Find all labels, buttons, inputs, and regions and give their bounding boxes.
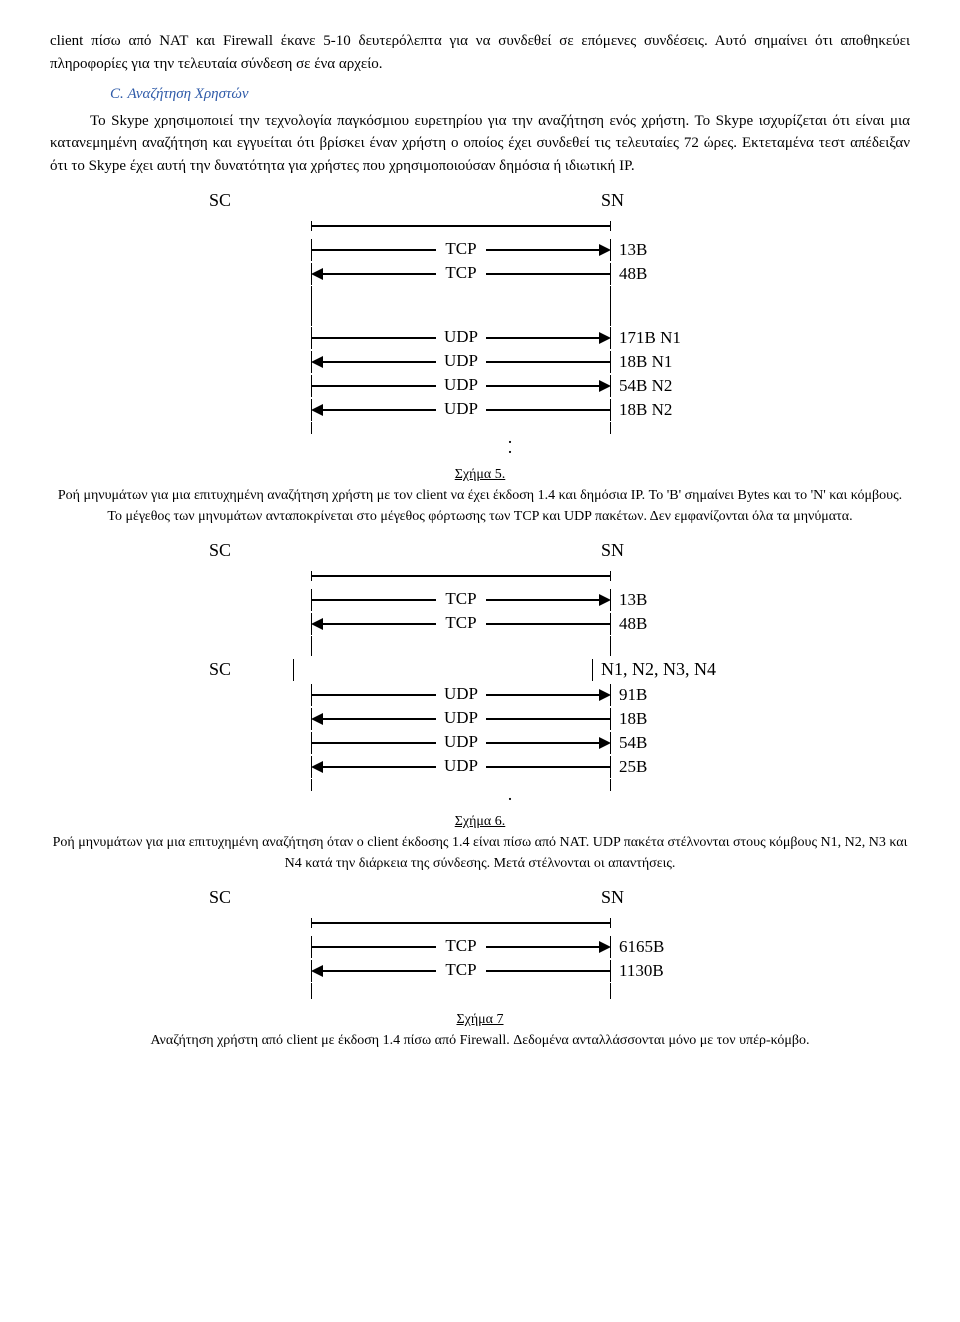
- message-bytes: 13B: [611, 237, 729, 263]
- message-bytes: 48B: [611, 261, 729, 287]
- message-row: UDP 18B: [50, 707, 910, 731]
- fig6-gap2: [293, 659, 593, 681]
- message-row: UDP 25B: [50, 755, 910, 779]
- fig6-dot: .: [50, 791, 910, 801]
- message-row: TCP 6165B: [50, 935, 910, 959]
- fig5-dots: .: [50, 444, 910, 454]
- message-row: UDP 54B N2: [50, 374, 910, 398]
- fig6-left-label2: SC: [209, 656, 293, 683]
- figure-6-text: Ροή μηνυμάτων για μια επιτυχημένη αναζήτ…: [53, 835, 908, 871]
- fig7-block1: TCP 6165B TCP 1130B: [50, 935, 910, 983]
- message-bytes: 48B: [611, 611, 729, 637]
- fig7-left-label: SC: [209, 884, 293, 911]
- fig6-header-spacer: [293, 540, 593, 562]
- message-protocol: UDP: [436, 348, 486, 374]
- message-bytes: 18B N1: [611, 349, 729, 375]
- fig5-block2: UDP 171B N1 UDP 18B N1 UDP 54B N2 UDP 18B N2: [50, 326, 910, 422]
- message-bytes: 25B: [611, 754, 729, 780]
- figure-7-diagram: SC SN TCP 6165B TCP 1130B: [50, 884, 910, 999]
- message-protocol: UDP: [436, 324, 486, 350]
- message-bytes: 1130B: [611, 958, 729, 984]
- message-row: UDP 18B N1: [50, 350, 910, 374]
- fig5-header-spacer: [293, 190, 593, 212]
- figure-5-caption: Σχήμα 5. Ροή μηνυμάτων για μια επιτυχημέ…: [50, 464, 910, 527]
- fig6-left-label: SC: [209, 537, 293, 564]
- fig7-right-label: SN: [593, 884, 751, 911]
- fig5-right-label: SN: [593, 187, 751, 214]
- message-protocol: UDP: [436, 681, 486, 707]
- message-protocol: UDP: [436, 753, 486, 779]
- fig5-topbar: [311, 221, 611, 231]
- message-bytes: 54B N2: [611, 373, 729, 399]
- message-bytes: 91B: [611, 682, 729, 708]
- message-protocol: TCP: [436, 260, 486, 286]
- fig5-left-label: SC: [209, 187, 293, 214]
- fig5-tail: [311, 422, 611, 434]
- fig6-topbar: [311, 571, 611, 581]
- figure-7-text: Αναζήτηση χρήστη από client με έκδοση 1.…: [150, 1033, 809, 1048]
- message-bytes: 13B: [611, 587, 729, 613]
- figure-5-text: Ροή μηνυμάτων για μια επιτυχημένη αναζήτ…: [58, 488, 902, 524]
- message-bytes: 6165B: [611, 934, 729, 960]
- fig5-gap: [311, 286, 611, 326]
- message-protocol: TCP: [436, 933, 486, 959]
- message-protocol: UDP: [436, 705, 486, 731]
- message-protocol: TCP: [436, 610, 486, 636]
- section-c-heading: C. Αναζήτηση Χρηστών: [110, 83, 910, 106]
- fig7-topbar: [311, 918, 611, 928]
- fig6-block2: UDP 91B UDP 18B UDP 54B UDP 25B: [50, 683, 910, 779]
- figure-5-diagram: SC SN TCP13BTCP48B UDP171B N1UDP18B N1UD…: [50, 187, 910, 454]
- message-row: TCP 48B: [50, 612, 910, 636]
- message-protocol: UDP: [436, 396, 486, 422]
- message-bytes: 54B: [611, 730, 729, 756]
- fig6-right-label: SN: [593, 537, 751, 564]
- figure-7-title: Σχήμα 7: [456, 1012, 503, 1027]
- message-row: UDP 18B N2: [50, 398, 910, 422]
- message-row: TCP 13B: [50, 588, 910, 612]
- figure-6-title: Σχήμα 6.: [455, 814, 506, 829]
- message-row: UDP 54B: [50, 731, 910, 755]
- message-row: UDP 91B: [50, 683, 910, 707]
- intro-paragraph: client πίσω από NAT και Firewall έκανε 5…: [50, 30, 910, 75]
- message-protocol: TCP: [436, 236, 486, 262]
- message-bytes: 18B N2: [611, 397, 729, 423]
- message-bytes: 171B N1: [611, 325, 729, 351]
- message-row: TCP 1130B: [50, 959, 910, 983]
- message-row: TCP 48B: [50, 262, 910, 286]
- message-row: UDP 171B N1: [50, 326, 910, 350]
- fig7-header-spacer: [293, 887, 593, 909]
- fig7-tail: [311, 983, 611, 999]
- message-protocol: TCP: [436, 957, 486, 983]
- message-protocol: UDP: [436, 372, 486, 398]
- fig6-gap: [311, 636, 611, 656]
- message-bytes: 18B: [611, 706, 729, 732]
- figure-7-caption: Σχήμα 7 Αναζήτηση χρήστη από client με έ…: [50, 1009, 910, 1051]
- fig6-block1: TCP 13B TCP 48B: [50, 588, 910, 636]
- figure-6-caption: Σχήμα 6. Ροή μηνυμάτων για μια επιτυχημέ…: [50, 811, 910, 874]
- figure-6-diagram: SC SN TCP 13B TCP 48B SC N1, N2, N3, N4 UDP…: [50, 537, 910, 801]
- section-c-body: Το Skype χρησιμοποιεί την τεχνολογία παγ…: [50, 110, 910, 178]
- fig6-tail: [311, 779, 611, 791]
- fig5-block1: TCP 13B TCP 48B: [50, 238, 910, 286]
- fig6-right-label2: N1, N2, N3, N4: [593, 656, 751, 683]
- message-protocol: TCP: [436, 586, 486, 612]
- fig5-dots: .: [50, 434, 910, 444]
- message-protocol: UDP: [436, 729, 486, 755]
- message-row: TCP 13B: [50, 238, 910, 262]
- figure-5-title: Σχήμα 5.: [455, 467, 506, 482]
